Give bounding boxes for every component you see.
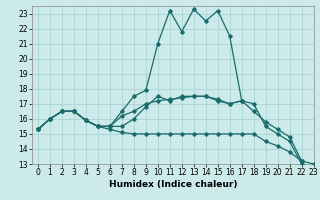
X-axis label: Humidex (Indice chaleur): Humidex (Indice chaleur) <box>108 180 237 189</box>
